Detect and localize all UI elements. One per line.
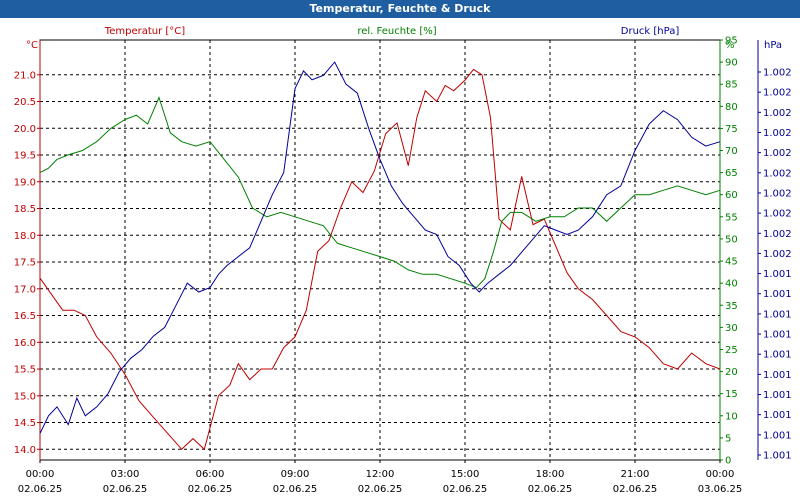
series-line-0: [39, 68, 721, 451]
right-axis-tick-label: 80: [725, 102, 738, 113]
far-right-axis-tick-label: 1.001: [763, 330, 792, 341]
far-right-axis-tick-label: 1.001: [763, 269, 792, 280]
left-axis-tick-label: 18.0: [14, 231, 36, 242]
x-axis-time-label: 15:00: [451, 469, 480, 480]
x-axis-time-label: 06:00: [196, 469, 225, 480]
right-axis-tick-label: 35: [725, 301, 738, 312]
x-axis-date-label: 02.06.25: [103, 484, 148, 495]
left-axis-tick-label: 16.5: [14, 311, 36, 322]
right-axis-tick-label: 85: [725, 80, 738, 91]
right-axis-tick-label: 60: [725, 190, 738, 201]
right-axis-tick-label: 65: [725, 168, 738, 179]
labels: 14.0 14.5 15.0 15.5 16.0 16.5 17.0 17.5 18.0 18.5…: [14, 26, 792, 495]
x-axis-time-label: 18:00: [536, 469, 565, 480]
left-axis-tick-label: 20.0: [14, 124, 36, 135]
left-axis-tick-label: 17.5: [14, 258, 36, 269]
left-axis-tick-label: 17.0: [14, 284, 36, 295]
right-axis-tick-label: 75: [725, 124, 738, 135]
x-axis-time-label: 03:00: [111, 469, 140, 480]
grid: [39, 39, 721, 461]
far-right-axis-tick-label: 1.001: [763, 350, 792, 361]
far-right-axis-tick-label: 1.001: [763, 410, 792, 421]
left-axis-tick-label: 14.5: [14, 418, 36, 429]
series-line-2: [39, 61, 721, 434]
series: [39, 61, 721, 451]
far-right-axis-tick-label: 1.001: [763, 451, 792, 462]
right-axis-unit: %: [725, 40, 735, 51]
x-axis-time-label: 09:00: [281, 469, 310, 480]
far-right-axis-tick-label: 1.002: [763, 249, 792, 260]
far-right-axis-tick-label: 1.002: [763, 128, 792, 139]
far-right-axis-tick-label: 1.001: [763, 390, 792, 401]
far-right-axis-tick-label: 1.002: [763, 148, 792, 159]
x-axis-date-label: 02.06.25: [188, 484, 233, 495]
far-right-axis-tick-label: 1.001: [763, 309, 792, 320]
right-axis-tick-label: 70: [725, 146, 738, 157]
right-axis-tick-label: 50: [725, 234, 738, 245]
right-axis-tick-label: 15: [725, 389, 738, 400]
far-right-axis-unit: hPa: [764, 40, 782, 51]
x-axis-date-label: 03.06.25: [698, 484, 743, 495]
far-right-axis-tick-label: 1.002: [763, 88, 792, 99]
right-axis-tick-label: 40: [725, 279, 738, 290]
series-label-2: Druck [hPa]: [621, 26, 680, 37]
x-axis-time-label: 12:00: [366, 469, 395, 480]
right-axis-tick-label: 55: [725, 212, 738, 223]
x-axis-date-label: 02.06.25: [18, 484, 63, 495]
right-axis-tick-label: 90: [725, 58, 738, 69]
chart-title: Temperatur, Feuchte & Druck: [0, 0, 800, 18]
far-right-axis-tick-label: 1.002: [763, 229, 792, 240]
x-axis-date-label: 02.06.25: [443, 484, 488, 495]
left-axis-tick-label: 19.5: [14, 151, 36, 162]
left-axis-tick-label: 18.5: [14, 204, 36, 215]
right-axis-tick-label: 10: [725, 411, 738, 422]
x-axis-date-label: 02.06.25: [273, 484, 318, 495]
x-axis-time-label: 21:00: [621, 469, 650, 480]
x-axis-time-label: 00:00: [26, 469, 55, 480]
left-axis-tick-label: 19.0: [14, 177, 36, 188]
axes: [37, 39, 761, 463]
x-axis-date-label: 02.06.25: [613, 484, 658, 495]
right-axis-tick-label: 20: [725, 367, 738, 378]
right-axis-tick-label: 5: [725, 433, 731, 444]
left-axis-unit: °C: [26, 40, 38, 51]
series-label-0: Temperatur [°C]: [104, 26, 185, 37]
x-axis-date-label: 02.06.25: [358, 484, 403, 495]
right-axis-tick-label: 30: [725, 323, 738, 334]
left-axis-tick-label: 20.5: [14, 97, 36, 108]
left-axis-tick-label: 21.0: [14, 70, 36, 81]
right-axis-tick-label: 25: [725, 345, 738, 356]
left-axis-tick-label: 15.5: [14, 365, 36, 376]
right-axis-tick-label: 0: [725, 456, 731, 467]
left-axis-tick-label: 14.0: [14, 445, 36, 456]
series-line-1: [39, 96, 721, 289]
far-right-axis-tick-label: 1.001: [763, 370, 792, 381]
far-right-axis-tick-label: 1.002: [763, 68, 792, 79]
right-axis-tick-label: 95: [725, 36, 738, 47]
left-axis-tick-label: 15.0: [14, 391, 36, 402]
left-axis-tick-label: 16.0: [14, 338, 36, 349]
far-right-axis-tick-label: 1.002: [763, 188, 792, 199]
far-right-axis-tick-label: 1.001: [763, 289, 792, 300]
right-axis-tick-label: 45: [725, 257, 738, 268]
far-right-axis-tick-label: 1.002: [763, 209, 792, 220]
far-right-axis-tick-label: 1.002: [763, 108, 792, 119]
far-right-axis-tick-label: 1.002: [763, 168, 792, 179]
far-right-axis-tick-label: 1.001: [763, 430, 792, 441]
x-axis-date-label: 02.06.25: [528, 484, 573, 495]
series-label-1: rel. Feuchte [%]: [357, 26, 436, 37]
x-axis-time-label: 00:00: [706, 469, 735, 480]
